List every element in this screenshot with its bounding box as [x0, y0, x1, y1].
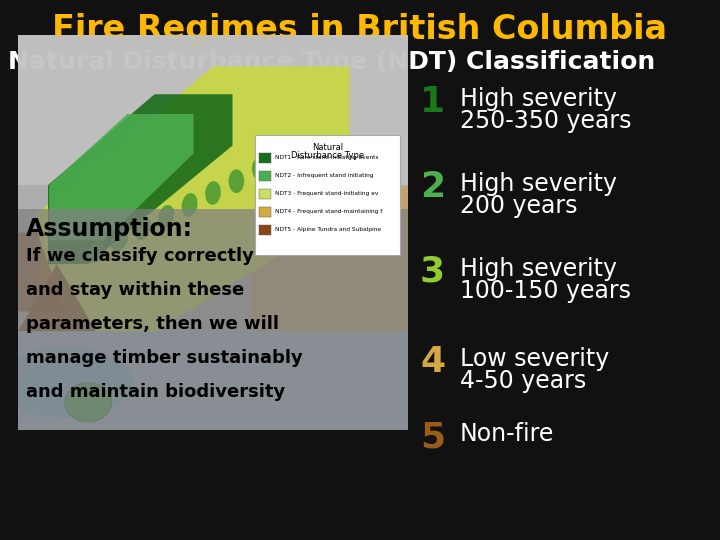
Polygon shape: [252, 185, 408, 331]
Bar: [18, 331, 408, 430]
Text: NDT3 - Frequent stand-initiating ev: NDT3 - Frequent stand-initiating ev: [275, 192, 379, 197]
Text: parameters, then we will: parameters, then we will: [26, 315, 279, 333]
Text: Disturbance Type: Disturbance Type: [291, 151, 364, 160]
Polygon shape: [18, 264, 96, 331]
Ellipse shape: [0, 347, 133, 418]
Text: manage timber sustainably: manage timber sustainably: [26, 349, 302, 367]
Bar: [255, 135, 400, 255]
Text: Natural: Natural: [312, 143, 343, 152]
Ellipse shape: [65, 383, 112, 422]
Ellipse shape: [111, 229, 128, 252]
Text: High severity: High severity: [460, 172, 617, 196]
Polygon shape: [48, 94, 233, 264]
Bar: [18, 35, 408, 185]
Text: Low severity: Low severity: [460, 347, 609, 371]
Text: 4: 4: [420, 345, 445, 379]
Bar: [259, 171, 271, 181]
Text: High severity: High severity: [460, 257, 617, 281]
Ellipse shape: [205, 181, 221, 205]
Bar: [259, 189, 271, 199]
Text: and maintain biodiversity: and maintain biodiversity: [26, 383, 285, 401]
Text: NDT2 - Infrequent stand initiating: NDT2 - Infrequent stand initiating: [275, 173, 375, 179]
Text: 1: 1: [420, 85, 445, 119]
Text: NDT5 - Alpine Tundra and Subalpine: NDT5 - Alpine Tundra and Subalpine: [275, 227, 383, 233]
Ellipse shape: [135, 217, 151, 240]
Ellipse shape: [87, 241, 105, 263]
Ellipse shape: [229, 170, 244, 193]
Text: Non-fire: Non-fire: [460, 422, 554, 446]
Polygon shape: [38, 66, 349, 331]
Text: 200 years: 200 years: [460, 194, 577, 218]
Text: 100-150 years: 100-150 years: [460, 279, 631, 303]
Bar: [259, 153, 271, 163]
Bar: [16, 33, 410, 432]
Bar: [18, 35, 408, 331]
Text: Natural Disturbance Type (NDT) Classification: Natural Disturbance Type (NDT) Classific…: [8, 50, 655, 74]
Text: 5: 5: [420, 420, 445, 454]
Polygon shape: [18, 233, 65, 312]
Text: 4-50 years: 4-50 years: [460, 369, 586, 393]
Text: NDT4 - Frequent stand-maintaining f: NDT4 - Frequent stand-maintaining f: [275, 210, 382, 214]
Text: Assumption:: Assumption:: [26, 217, 193, 241]
Text: 3: 3: [420, 255, 445, 289]
Ellipse shape: [252, 158, 268, 181]
Text: and stay within these: and stay within these: [26, 281, 244, 299]
Bar: [259, 225, 271, 235]
Ellipse shape: [158, 205, 174, 228]
Text: If we classify correctly: If we classify correctly: [26, 247, 254, 265]
Text: 250-350 years: 250-350 years: [460, 109, 631, 133]
Text: NDT1 - Rare stand-initiating events: NDT1 - Rare stand-initiating events: [275, 156, 379, 160]
Text: High severity: High severity: [460, 87, 617, 111]
Bar: [259, 207, 271, 217]
Text: 2: 2: [420, 170, 445, 204]
Bar: [18, 209, 408, 430]
Polygon shape: [49, 114, 194, 240]
Text: Fire Regimes in British Columbia: Fire Regimes in British Columbia: [53, 14, 667, 46]
Ellipse shape: [181, 193, 197, 217]
